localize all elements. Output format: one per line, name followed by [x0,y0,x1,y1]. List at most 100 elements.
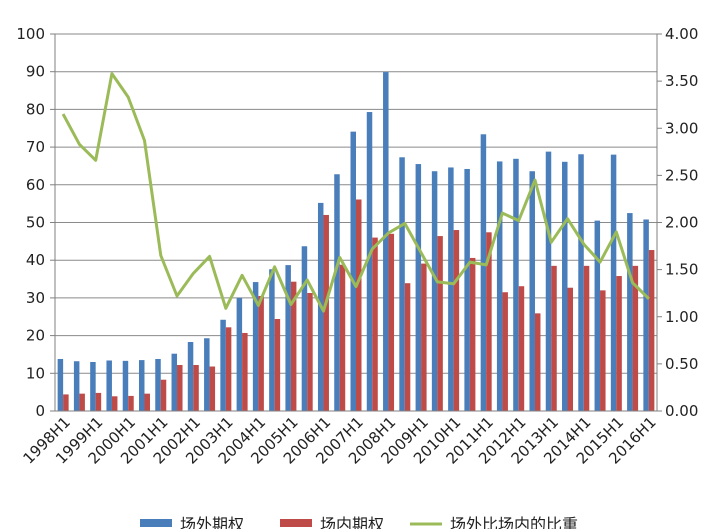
right-tick-label: 0.50 [665,355,698,373]
bar-exchange-2013H2 [567,287,574,411]
right-tick-label: 3.50 [665,72,698,90]
right-tick-label: 2.00 [665,214,698,232]
ratio-line [61,72,650,313]
bar-otc-2007H2 [366,112,373,411]
left-tick-label: 80 [26,100,45,118]
right-tick-label: 3.00 [665,119,698,137]
bar-exchange-2007H1 [356,199,362,411]
bar-exchange-2007H2 [372,237,378,411]
bar-exchange-2012H2 [534,313,541,411]
left-tick-label: 30 [26,289,45,307]
bar-otc-2000H1 [122,360,129,411]
bar-otc-2002H2 [204,338,210,411]
right-tick-label: 0.00 [665,402,698,420]
bar-otc-2011H1 [480,134,487,412]
bar-exchange-2010H1 [453,230,460,411]
bar-otc-2002H1 [187,342,194,411]
bar-exchange-2011H2 [502,292,508,411]
bar-otc-2008H1 [383,72,389,412]
bar-exchange-2006H2 [339,264,346,411]
bar-otc-2014H1 [578,154,584,411]
bar-otc-2005H2 [301,246,308,411]
bar-otc-2001H1 [155,358,161,411]
bar-exchange-1999H1 [95,392,102,411]
legend: 场外期权 场内期权 场外比场内的比重 [140,515,578,529]
bar-exchange-2001H2 [177,365,183,411]
bar-exchange-2006H1 [323,214,329,411]
bar-otc-2003H2 [236,297,243,411]
bar-otc-2005H1 [285,265,291,411]
bar-exchange-2002H2 [209,366,216,411]
bar-otc-2009H2 [431,171,438,411]
bar-exchange-2004H1 [258,296,264,411]
left-y-tick-labels: 0 10 20 30 40 50 60 70 80 90 100 [16,25,45,420]
bar-exchange-2001H1 [160,379,167,411]
bar-exchange-2015H2 [632,265,639,411]
bar-exchange-2005H1 [290,281,297,411]
bar-otc-2001H2 [171,353,178,411]
bar-exchange-2015H1 [616,276,622,411]
bar-exchange-2009H1 [421,263,427,411]
left-tick-label: 60 [26,176,45,194]
left-tick-label: 70 [26,138,45,156]
bar-exchange-2002H1 [193,365,199,411]
bar-exchange-2011H1 [486,232,492,411]
bar-exchange-2008H1 [388,233,395,411]
bar-otc-2013H1 [545,151,552,411]
right-tick-label: 1.00 [665,308,698,326]
right-tick-label: 4.00 [665,25,698,43]
bar-exchange-1999H2 [111,396,118,411]
bar-otc-2003H1 [220,319,226,411]
bar-otc-2004H2 [269,269,275,411]
bar-otc-2014H2 [594,220,601,411]
bar-exchange-2016H1 [648,250,655,411]
bar-otc-2000H2 [138,360,145,411]
left-tick-label: 0 [35,402,45,420]
bar-otc-2013H2 [562,161,568,411]
bar-otc-1998H2 [73,361,80,411]
bar-otc-2016H1 [643,219,649,411]
bars [57,72,655,412]
bar-exchange-2000H1 [128,395,134,411]
bar-exchange-2013H1 [551,265,557,411]
left-tick-label: 100 [16,25,45,43]
bar-otc-2008H2 [399,157,405,411]
bar-otc-2012H1 [513,158,519,411]
bar-exchange-2014H1 [583,265,590,411]
bar-otc-1999H1 [90,361,96,411]
axes [50,33,662,412]
left-tick-label: 40 [26,251,45,269]
x-tick-labels: 1998H11999H12000H12001H12002H12003H12004… [20,413,660,467]
bar-otc-2015H1 [610,154,617,411]
right-tick-label: 2.50 [665,166,698,184]
right-tick-label: 1.50 [665,261,698,279]
legend-swatch [140,519,172,527]
left-tick-label: 90 [26,63,45,81]
bar-otc-2010H1 [448,167,454,411]
bar-exchange-2014H2 [600,290,606,411]
legend-label: 场外比场内的比重 [450,515,578,529]
bar-otc-2007H1 [350,131,356,411]
left-tick-label: 20 [26,327,45,345]
bar-otc-2009H1 [415,164,422,411]
legend-label: 场外期权 [180,515,244,529]
bar-otc-2011H2 [496,161,503,411]
bar-exchange-2003H2 [242,332,248,411]
bar-exchange-2008H2 [404,283,411,411]
bar-otc-2006H2 [334,174,340,411]
legend-swatch [280,519,312,527]
bar-exchange-2005H2 [307,292,313,411]
left-tick-label: 50 [26,214,45,232]
bar-exchange-2003H1 [225,327,232,411]
bar-exchange-2010H2 [469,257,476,411]
bar-exchange-2012H1 [518,286,525,411]
bar-exchange-1998H2 [79,393,85,411]
right-y-tick-labels: 0.00 0.50 1.00 1.50 2.00 2.50 3.00 3.50 4.00 [665,25,698,420]
bar-otc-1998H1 [57,358,64,411]
ratio-series-line [61,72,650,313]
bar-otc-1999H2 [106,360,112,411]
bar-otc-2012H2 [529,171,535,411]
bar-exchange-2009H2 [437,236,443,411]
